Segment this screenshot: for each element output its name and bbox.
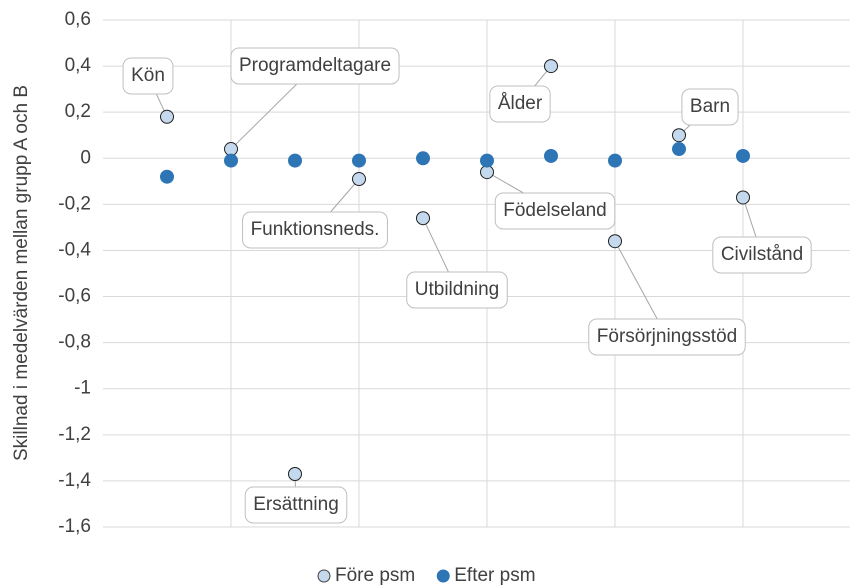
y-tick-label: -0,2 [58, 193, 91, 214]
legend-label: Före psm [335, 565, 415, 585]
callout: Utbildning [406, 217, 508, 309]
point [416, 211, 430, 226]
callout-box [712, 236, 812, 274]
point-label: Kön [131, 65, 165, 86]
callout-box [489, 85, 551, 123]
point [416, 151, 430, 166]
callout-box [494, 192, 616, 230]
legend-marker [436, 569, 450, 583]
y-tick-label: 0,4 [65, 55, 92, 76]
y-tick-label: -1 [74, 378, 91, 399]
point [672, 142, 686, 157]
point-label: Försörjningsstöd [597, 326, 737, 347]
y-tick-label: 0,2 [65, 101, 91, 122]
callout: Barn [678, 88, 739, 136]
callout-box [230, 47, 400, 85]
point [352, 172, 366, 187]
point-label: Programdeltagare [239, 55, 391, 76]
point-label: Utbildning [415, 279, 500, 300]
callout-box [588, 318, 746, 356]
callouts: Kön Programdeltagare Ersättning Funktionsne… [122, 47, 812, 524]
point-label: Ålder [498, 93, 543, 114]
callout: Ersättning [244, 473, 348, 524]
legend-label: Efter psm [454, 565, 535, 585]
point-label: Funktionsneds. [251, 219, 380, 240]
point [224, 153, 238, 168]
callout: Födelseland [486, 171, 616, 230]
point [736, 190, 750, 205]
legend: Före psm Efter psm [317, 565, 536, 585]
point [608, 234, 622, 249]
y-tick-label: 0 [80, 147, 91, 168]
point [480, 153, 494, 168]
callout: Programdeltagare [230, 47, 400, 150]
point [288, 466, 302, 481]
point-label: Barn [690, 96, 730, 117]
point-label: Ersättning [253, 494, 339, 515]
point-label: Civilstånd [721, 244, 803, 265]
point [608, 153, 622, 168]
callout: Kön [122, 57, 174, 118]
point [736, 148, 750, 163]
callout-box [122, 57, 174, 95]
y-tick-label: -0,4 [58, 239, 91, 260]
point [544, 59, 558, 74]
callout-box [406, 271, 508, 309]
callout-box [681, 88, 739, 126]
y-tick-label: -1,2 [58, 424, 91, 445]
point [544, 148, 558, 163]
y-tick-label: -0,6 [58, 286, 91, 307]
callout-box [242, 211, 388, 249]
callout-box [244, 486, 348, 524]
y-axis-label: Skillnad i medelvärden mellan grupp A oc… [11, 85, 32, 461]
point [288, 153, 302, 168]
point [160, 109, 174, 124]
y-tick-label: 0,6 [65, 9, 91, 30]
callout: Försörjningsstöd [588, 240, 746, 356]
callout: Ålder [489, 65, 552, 123]
y-tick-label: -1,4 [58, 470, 91, 491]
callout: Funktionsneds. [242, 178, 388, 249]
y-tick-label: -0,8 [58, 332, 91, 353]
callout: Civilstånd [712, 197, 812, 274]
point [352, 153, 366, 168]
y-tick-label: -1,6 [58, 516, 91, 537]
point [160, 169, 174, 184]
point [672, 128, 686, 143]
point-label: Födelseland [503, 200, 607, 221]
legend-marker [317, 569, 331, 583]
